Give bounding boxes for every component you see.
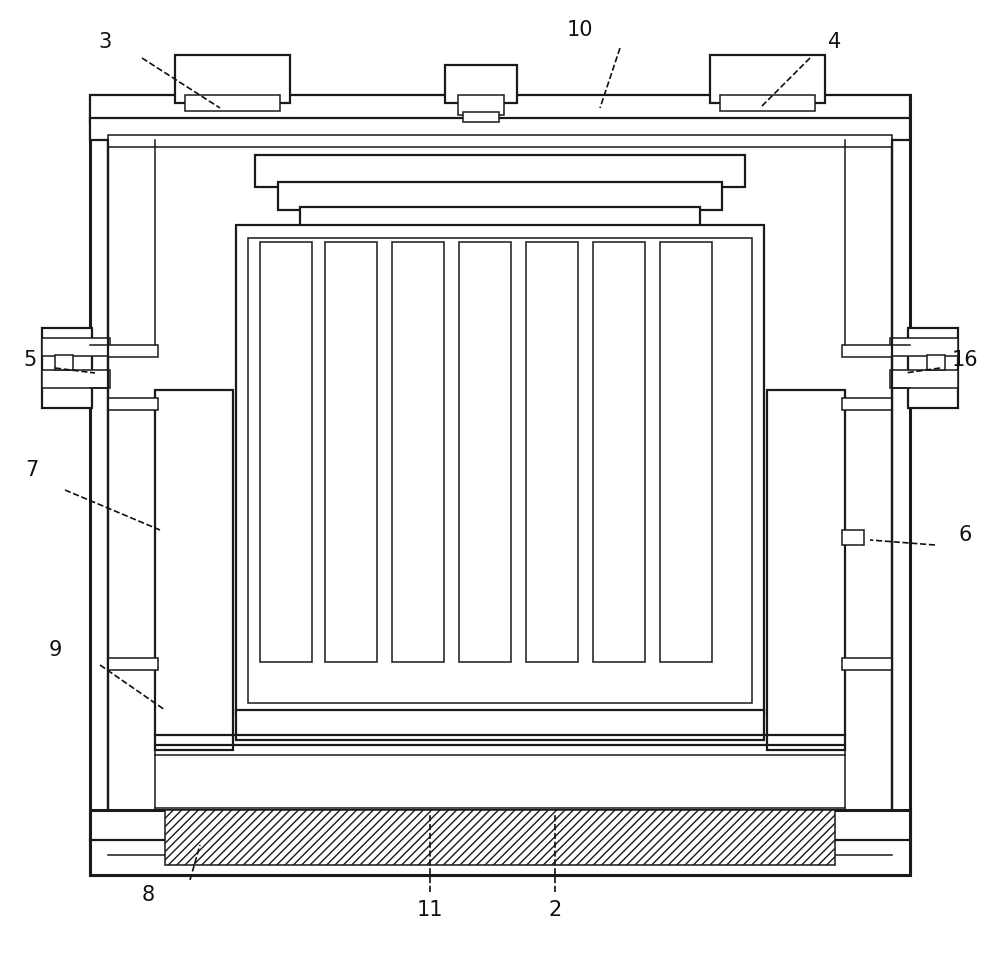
Text: 16: 16	[952, 350, 978, 370]
Bar	[720, 95, 815, 111]
Text: 4: 4	[828, 32, 842, 52]
Bar	[165, 810, 835, 865]
Bar	[459, 242, 511, 662]
Bar	[842, 658, 892, 670]
Bar	[108, 118, 892, 132]
Text: 5: 5	[23, 350, 37, 370]
Text: 9: 9	[48, 640, 62, 660]
Bar	[108, 112, 892, 857]
Text: 3: 3	[98, 32, 112, 52]
Bar	[908, 328, 958, 408]
Bar	[842, 345, 892, 357]
Text: 7: 7	[25, 460, 39, 480]
Bar	[90, 95, 910, 123]
Bar	[255, 155, 745, 187]
Text: 8: 8	[141, 885, 155, 905]
Bar	[175, 55, 290, 103]
Text: 6: 6	[958, 525, 972, 545]
Bar	[767, 390, 845, 750]
Text: 11: 11	[417, 900, 443, 920]
Bar	[300, 207, 700, 232]
Bar	[392, 242, 444, 662]
Bar	[248, 238, 752, 703]
Bar	[90, 810, 910, 875]
Bar	[42, 338, 110, 356]
Bar	[108, 135, 892, 147]
Bar	[108, 658, 158, 670]
Bar	[842, 530, 864, 545]
Bar	[185, 95, 280, 111]
Bar	[890, 370, 958, 388]
Bar	[236, 710, 764, 740]
Bar	[155, 390, 233, 750]
Bar	[42, 328, 92, 408]
Bar	[90, 118, 910, 140]
Bar	[842, 398, 892, 410]
Bar	[710, 55, 825, 103]
Bar	[463, 112, 499, 122]
Bar	[108, 345, 158, 357]
Bar	[445, 65, 517, 103]
Bar	[42, 370, 110, 388]
Bar	[927, 355, 945, 370]
Bar	[260, 242, 312, 662]
Bar	[660, 242, 712, 662]
Bar	[325, 242, 377, 662]
Bar	[55, 355, 73, 370]
Bar	[278, 182, 722, 210]
Text: 10: 10	[567, 20, 593, 40]
Bar	[108, 398, 158, 410]
Bar	[890, 338, 958, 356]
Bar	[526, 242, 578, 662]
Text: 2: 2	[548, 900, 562, 920]
Bar	[236, 225, 764, 715]
Bar	[458, 95, 504, 115]
Bar	[90, 95, 910, 875]
Bar	[593, 242, 645, 662]
